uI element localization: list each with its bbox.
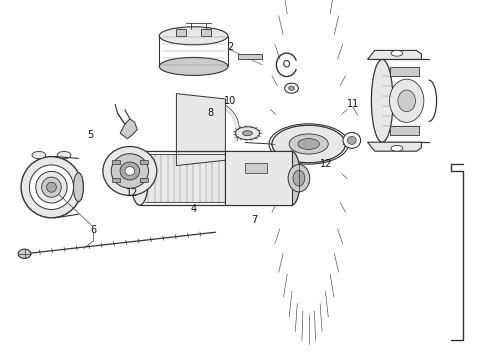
Ellipse shape <box>36 171 67 203</box>
Polygon shape <box>176 94 225 166</box>
Ellipse shape <box>343 132 361 148</box>
Ellipse shape <box>391 145 403 151</box>
Ellipse shape <box>29 165 74 210</box>
Text: 12: 12 <box>319 159 332 169</box>
Text: 8: 8 <box>208 108 214 118</box>
Bar <box>112 160 120 164</box>
Text: 4: 4 <box>191 204 196 214</box>
Text: 6: 6 <box>90 225 96 235</box>
Ellipse shape <box>391 50 403 56</box>
Text: 5: 5 <box>88 130 94 140</box>
Ellipse shape <box>111 154 148 188</box>
Bar <box>225 151 292 205</box>
Ellipse shape <box>103 147 157 195</box>
Ellipse shape <box>347 136 356 144</box>
Ellipse shape <box>74 173 83 202</box>
Ellipse shape <box>298 139 319 149</box>
Ellipse shape <box>125 167 135 175</box>
Ellipse shape <box>272 125 345 163</box>
Ellipse shape <box>57 152 71 159</box>
Ellipse shape <box>390 79 424 122</box>
Text: 12: 12 <box>126 188 139 198</box>
Bar <box>112 178 120 182</box>
Bar <box>140 178 147 182</box>
Ellipse shape <box>32 152 46 159</box>
Text: 10: 10 <box>224 96 236 106</box>
Ellipse shape <box>42 177 61 197</box>
Ellipse shape <box>18 249 31 258</box>
Ellipse shape <box>371 59 393 142</box>
Ellipse shape <box>289 134 328 154</box>
Ellipse shape <box>47 182 56 192</box>
Ellipse shape <box>159 58 228 76</box>
Ellipse shape <box>289 86 294 90</box>
Polygon shape <box>368 50 421 59</box>
Ellipse shape <box>131 151 148 205</box>
Ellipse shape <box>285 83 298 93</box>
Ellipse shape <box>159 27 228 45</box>
Ellipse shape <box>120 162 140 180</box>
Polygon shape <box>120 119 137 139</box>
Text: 9: 9 <box>276 191 282 201</box>
Text: 3: 3 <box>303 177 309 187</box>
Text: 11: 11 <box>346 99 359 109</box>
Bar <box>390 67 419 76</box>
Text: 2: 2 <box>227 42 233 52</box>
Polygon shape <box>182 102 239 144</box>
Bar <box>201 30 211 36</box>
Bar <box>140 160 147 164</box>
Ellipse shape <box>21 157 82 218</box>
Ellipse shape <box>288 165 310 192</box>
Ellipse shape <box>235 127 260 140</box>
Bar <box>245 163 267 173</box>
Ellipse shape <box>283 151 300 205</box>
Bar <box>145 154 287 202</box>
Polygon shape <box>368 142 421 151</box>
Bar <box>176 30 186 36</box>
Bar <box>238 54 262 59</box>
Text: 7: 7 <box>252 215 258 225</box>
Ellipse shape <box>243 131 252 136</box>
Ellipse shape <box>398 90 416 112</box>
Bar <box>390 126 419 135</box>
Ellipse shape <box>293 170 305 186</box>
